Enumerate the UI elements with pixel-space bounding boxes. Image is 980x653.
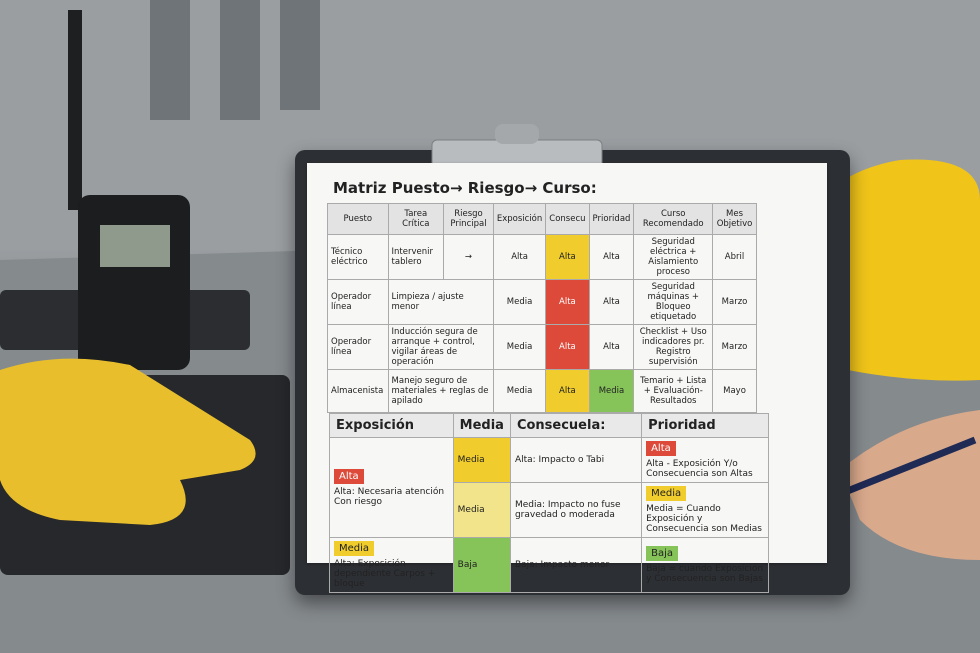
header-row: Puesto Tarea Crítica Riesgo Principal Expos… xyxy=(327,203,757,235)
risk-matrix: Puesto Tarea Crítica Riesgo Principal Expos… xyxy=(327,203,757,413)
cell-mes: Marzo xyxy=(712,324,757,370)
column-header: Exposición xyxy=(492,203,547,235)
cell-curso: Temario + Lista + Evaluación-Resultados xyxy=(633,369,714,413)
cell-exposicion: Media xyxy=(492,324,547,370)
legend-priority: Baja Baja = cuando Exposición y Consecuen… xyxy=(641,537,769,593)
cell-consecuencia: Alta xyxy=(545,279,590,325)
cell-tarea: Intervenir tablero xyxy=(387,234,445,280)
cell-exposicion: Media xyxy=(492,369,547,413)
priority-text: Media = Cuando Exposición y Consecuencia… xyxy=(646,504,762,534)
cell-puesto: Almacenista xyxy=(327,369,389,413)
paper: Matriz Puesto→ Riesgo→ Curso: Puesto Tare… xyxy=(307,163,827,593)
cell-prioridad: Media xyxy=(588,369,635,413)
radio-antenna xyxy=(68,10,82,210)
glove xyxy=(0,358,256,525)
cell-mes: Abril xyxy=(712,234,757,280)
legend-header: Media xyxy=(452,413,511,438)
legend-consequence: Media: Impacto no fuse gravedad o modera… xyxy=(509,482,643,538)
column-header: Mes Objetivo xyxy=(712,203,757,235)
cell-puesto: Operador línea xyxy=(327,324,389,370)
column-header: Prioridad xyxy=(588,203,635,235)
legend-consequence: Baja: Impacto menor xyxy=(509,537,643,593)
legend-table: Exposición Media Consecuela: Prioridad Alta A… xyxy=(329,413,769,593)
column-header: Curso Recomendado xyxy=(633,203,714,235)
cell-curso: Checklist + Uso indicadores pr. Registro… xyxy=(633,324,714,370)
cell-mes: Marzo xyxy=(712,279,757,325)
priority-badge: Media xyxy=(646,486,687,501)
legend-exposure: Media Alta: Exposición dependiente Carpos… xyxy=(329,537,454,593)
cell-prioridad: Alta xyxy=(588,279,635,325)
legend-header: Exposición xyxy=(329,413,454,438)
legend-consequence: Alta: Impacto o Tabi xyxy=(509,437,643,483)
document-title: Matriz Puesto→ Riesgo→ Curso: xyxy=(333,179,597,197)
exposure-badge: Media xyxy=(334,541,375,556)
hand xyxy=(840,410,980,560)
legend-priority: Alta Alta - Exposición Y/o Consecuencia s… xyxy=(641,437,769,483)
column-header: Tarea Crítica xyxy=(387,203,445,235)
legend-level: Baja xyxy=(452,537,511,593)
legend-level: Media xyxy=(452,437,511,483)
cell-curso: Seguridad máquinas + Bloqueo etiquetado xyxy=(633,279,714,325)
legend-header: Prioridad xyxy=(641,413,769,438)
table-row: Almacenista Manejo seguro de materiales +… xyxy=(327,369,757,413)
cell-prioridad: Alta xyxy=(588,234,635,280)
cabinet xyxy=(220,0,260,120)
legend-row: Media Media: Impacto no fuse gravedad o m… xyxy=(330,482,769,538)
legend-row: Media Alta: Exposición dependiente Carpos… xyxy=(329,537,769,593)
cell-puesto: Técnico eléctrico xyxy=(327,234,389,280)
cell-consecuencia: Alta xyxy=(545,324,590,370)
cell-tarea: Manejo seguro de materiales + reglas de … xyxy=(387,369,494,413)
cell-consecuencia: Alta xyxy=(545,234,590,280)
legend-exposure: Alta Alta: Necesaria atención Con riesgo xyxy=(329,437,454,538)
column-header: Consecu xyxy=(545,203,590,235)
exposure-text: Alta: Exposición dependiente Carpos + bl… xyxy=(334,559,436,589)
legend-header-row: Exposición Media Consecuela: Prioridad xyxy=(329,413,769,438)
exposure-text: Alta: Necesaria atención Con riesgo xyxy=(334,486,445,507)
cell-puesto: Operador línea xyxy=(327,279,389,325)
legend-header: Consecuela: xyxy=(509,413,643,438)
column-header: Riesgo Principal xyxy=(443,203,494,235)
legend-row: Alta Alta: Necesaria atención Con riesgo M… xyxy=(329,437,769,538)
cell-exposicion: Media xyxy=(492,279,547,325)
exposure-badge: Alta xyxy=(334,468,364,484)
cell-tarea: Inducción segura de arranque + control, … xyxy=(387,324,494,370)
cell-exposicion: Alta xyxy=(492,234,547,280)
table-row: Técnico eléctrico Intervenir tablero → Alta… xyxy=(327,234,757,280)
cell-consecuencia: Alta xyxy=(545,369,590,413)
column-header: Puesto xyxy=(327,203,389,235)
clip-ring xyxy=(495,124,539,144)
cell-mes: Mayo xyxy=(712,369,757,413)
radio-screen xyxy=(100,225,170,267)
cell-curso: Seguridad eléctrica + Aislamiento proces… xyxy=(633,234,714,280)
cabinet xyxy=(280,0,320,110)
priority-text: Alta - Exposición Y/o Consecuencia son A… xyxy=(646,459,753,479)
cell-prioridad: Alta xyxy=(588,324,635,370)
priority-text: Baja = cuando Exposición y Consecuencia … xyxy=(646,564,764,584)
priority-badge: Baja xyxy=(646,546,678,561)
cell-riesgo: → xyxy=(443,234,494,280)
table-row: Operador línea Limpieza / ajuste menor Med… xyxy=(327,279,757,325)
cell-tarea: Limpieza / ajuste menor xyxy=(387,279,494,325)
legend-level: Media xyxy=(452,482,511,538)
legend-priority: Media Media = Cuando Exposición y Consecu… xyxy=(641,482,769,538)
priority-badge: Alta xyxy=(646,441,676,456)
table-row: Operador línea Inducción segura de arranq… xyxy=(327,324,757,370)
cabinet xyxy=(150,0,190,120)
